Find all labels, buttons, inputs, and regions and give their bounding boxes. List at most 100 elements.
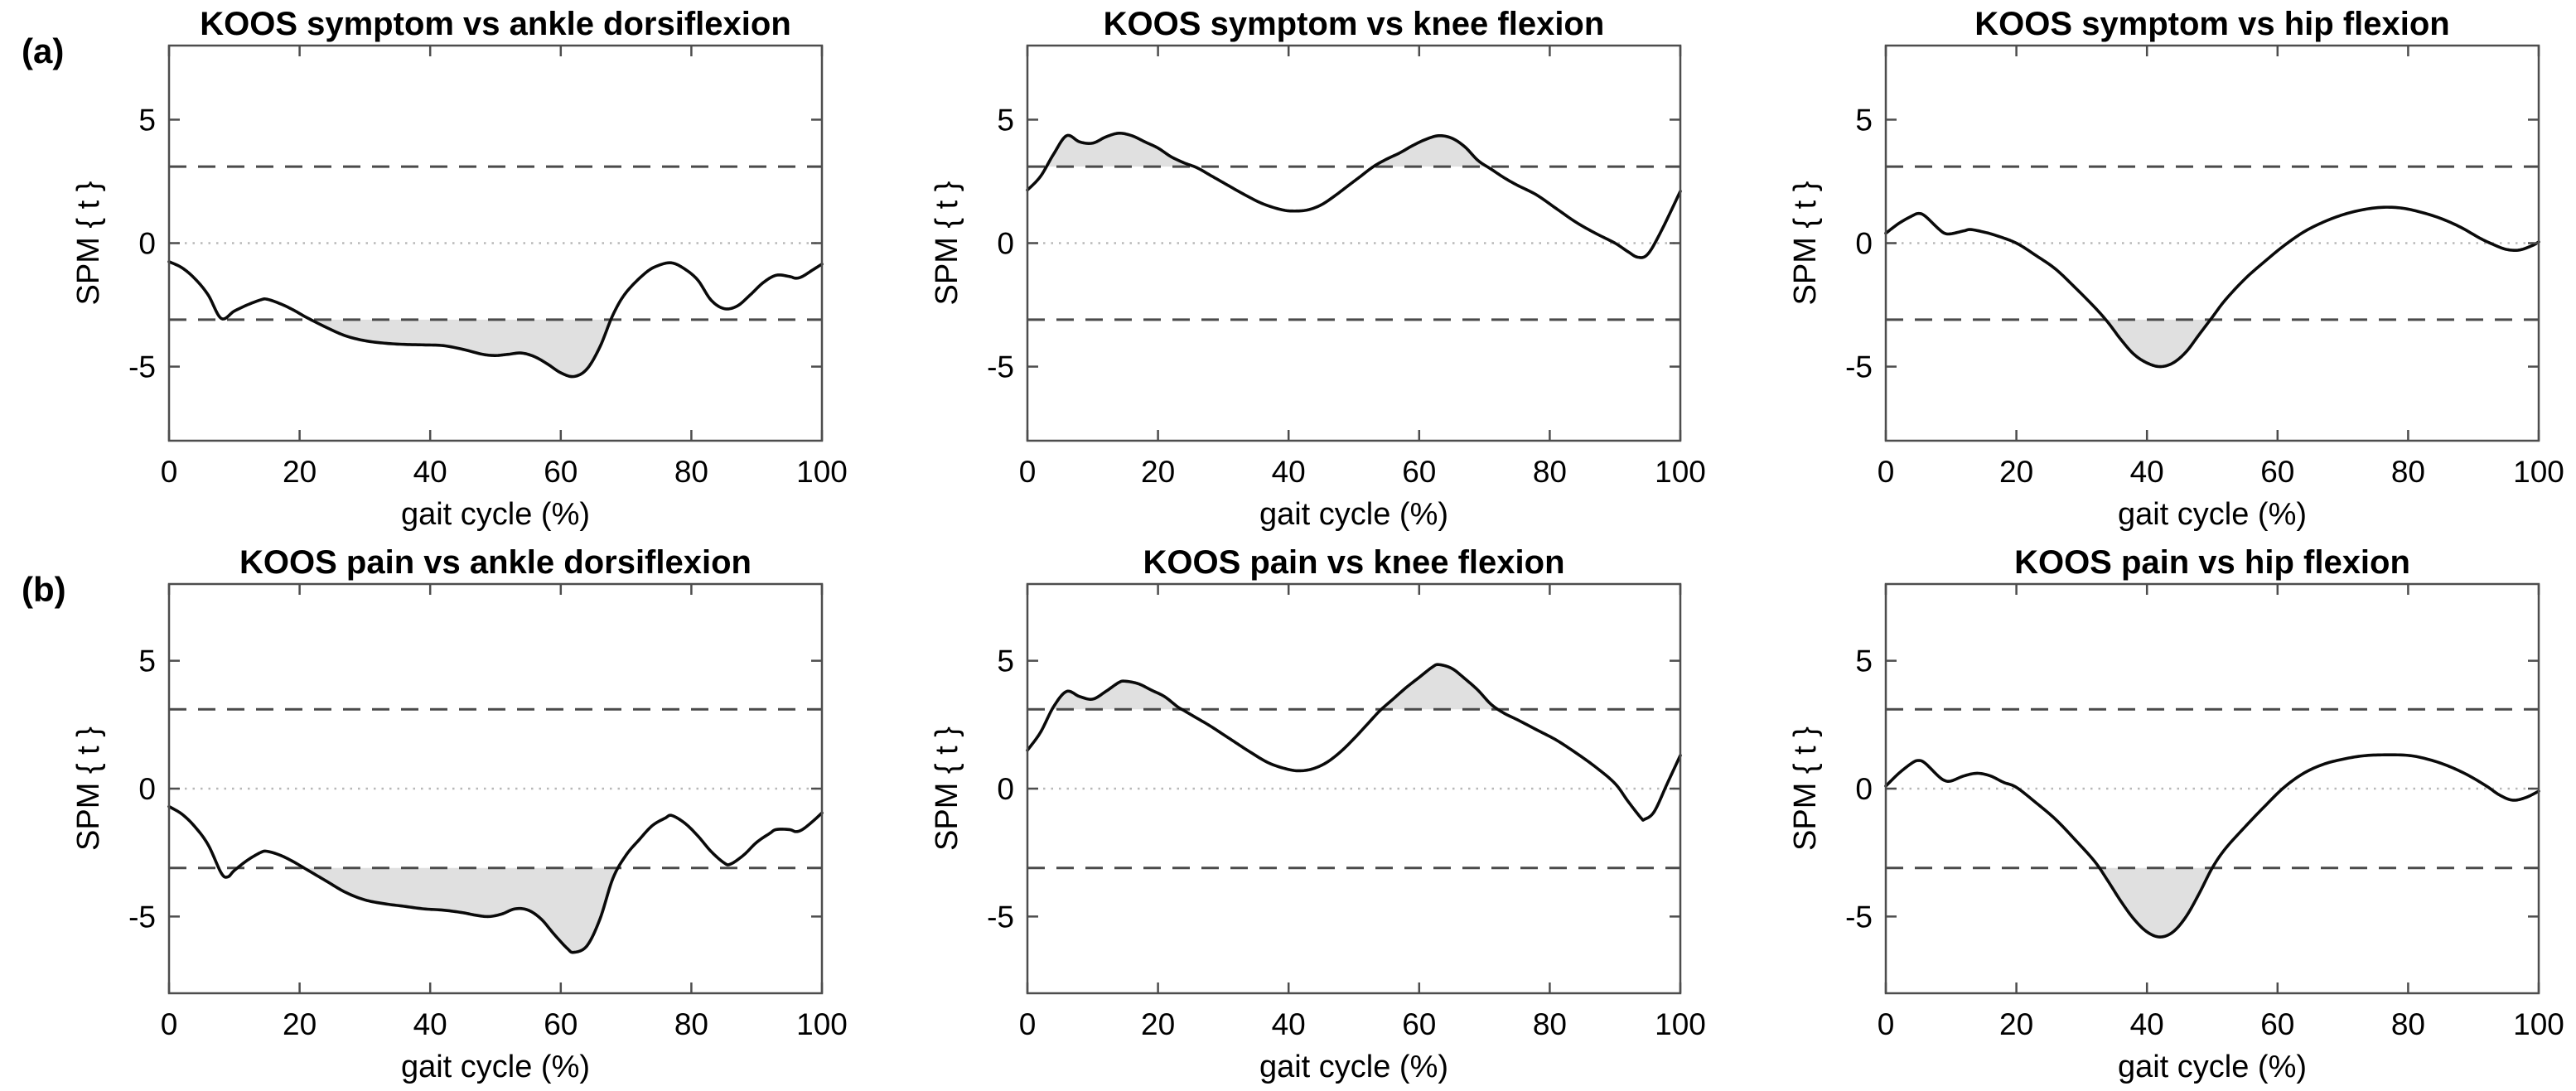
spm-plot: 0 20 40 60 80 100 5 0 -5 KOOS symptom vs hip flex… (1788, 6, 2564, 532)
axes-box (1884, 582, 2540, 995)
y-axis-label: SPM { t } (1788, 181, 1823, 306)
y-tick-label: 0 (997, 772, 1014, 806)
y-axis-label: SPM { t } (71, 727, 106, 851)
x-tick-label: 20 (1999, 1007, 2033, 1041)
y-tick-label: 5 (997, 644, 1014, 678)
x-tick-label: 20 (1141, 1007, 1175, 1041)
spm-plot: 0 20 40 60 80 100 5 0 -5 KOOS pain vs hip flexion… (1788, 544, 2564, 1084)
shaded-cluster-region (1046, 133, 1195, 167)
y-tick-label: 0 (1855, 227, 1873, 261)
y-tick-label: 5 (1855, 103, 1873, 137)
x-tick-label: 40 (2130, 1007, 2164, 1041)
y-tick-label: -5 (987, 900, 1014, 934)
row-label-b: (b) (22, 570, 66, 609)
plot-title: KOOS symptom vs ankle dorsiflexion (200, 6, 791, 42)
x-axis-label: gait cycle (%) (1259, 497, 1448, 532)
spm-t-curve (1026, 132, 1682, 259)
y-tick-label: -5 (1845, 350, 1873, 384)
y-tick-label: -5 (987, 350, 1014, 384)
axes-box (1026, 582, 1682, 995)
x-tick-label: 80 (2391, 1007, 2425, 1041)
axes-box (167, 582, 824, 995)
axes-box (1026, 44, 1682, 442)
spm-plot: 0 20 40 60 80 100 5 0 -5 KOOS pain vs ankle dorsi… (71, 544, 848, 1084)
spm-t-curve (1026, 663, 1682, 822)
spm-plot: 0 20 40 60 80 100 5 0 -5 KOOS symptom vs ankle do… (71, 6, 848, 532)
x-tick-label: 0 (161, 1007, 178, 1041)
spm-plot: 0 20 40 60 80 100 5 0 -5 KOOS pain vs knee flexio… (930, 544, 1706, 1084)
plot-title: KOOS pain vs ankle dorsiflexion (239, 544, 752, 581)
y-tick-label: -5 (128, 350, 156, 384)
x-axis-label: gait cycle (%) (2118, 1050, 2307, 1084)
shaded-cluster-region (1051, 681, 1183, 712)
x-tick-label: 40 (413, 455, 447, 489)
subplot-cell: 0 20 40 60 80 100 5 0 -5 KOOS symptom vs ankle do… (0, 0, 858, 538)
axes-box (167, 44, 824, 442)
shaded-cluster-region (2105, 319, 2210, 367)
spm-plot: 0 20 40 60 80 100 5 0 -5 KOOS symptom vs knee fle… (930, 6, 1706, 532)
x-axis-label: gait cycle (%) (401, 497, 590, 532)
figure-row-a: (a) 0 20 40 60 80 100 5 0 -5 KOOS symptom vs ankl… (0, 0, 2576, 538)
y-tick-label: 0 (1855, 772, 1873, 806)
x-tick-label: 60 (1402, 455, 1436, 489)
x-tick-label: 0 (161, 455, 178, 489)
y-tick-label: 5 (1855, 644, 1873, 678)
spm-t-curve (1884, 753, 2540, 939)
x-tick-label: 40 (2130, 455, 2164, 489)
subplot-cell: 0 20 40 60 80 100 5 0 -5 KOOS pain vs ankle dorsi… (0, 538, 858, 1091)
spm-t-curve (167, 804, 824, 954)
x-tick-label: 80 (1533, 1007, 1567, 1041)
x-tick-label: 100 (2513, 455, 2564, 489)
x-tick-label: 60 (1402, 1007, 1436, 1041)
y-tick-label: 0 (138, 227, 156, 261)
x-tick-label: 20 (283, 1007, 317, 1041)
plot-title: KOOS symptom vs hip flexion (1974, 6, 2449, 42)
shaded-cluster-region (304, 867, 616, 953)
subplot-cell: 0 20 40 60 80 100 5 0 -5 KOOS symptom vs hip flex… (1717, 0, 2575, 538)
subplot-cell: 0 20 40 60 80 100 5 0 -5 KOOS pain vs knee flexio… (858, 538, 1717, 1091)
x-tick-label: 80 (674, 1007, 708, 1041)
y-axis-label: SPM { t } (930, 727, 964, 851)
plot-title: KOOS pain vs knee flexion (1143, 544, 1564, 581)
x-axis-label: gait cycle (%) (1259, 1050, 1448, 1084)
x-tick-label: 20 (1999, 455, 2033, 489)
x-tick-label: 100 (1655, 1007, 1706, 1041)
x-tick-label: 80 (674, 455, 708, 489)
x-tick-label: 40 (1272, 455, 1306, 489)
shaded-cluster-region (1379, 664, 1501, 712)
y-axis-label: SPM { t } (930, 181, 964, 306)
x-axis-label: gait cycle (%) (2118, 497, 2307, 532)
x-tick-label: 100 (2513, 1007, 2564, 1041)
subplot-cell: 0 20 40 60 80 100 5 0 -5 KOOS symptom vs knee fle… (858, 0, 1717, 538)
x-tick-label: 40 (413, 1007, 447, 1041)
x-tick-label: 0 (1019, 1007, 1037, 1041)
x-tick-label: 100 (796, 455, 848, 489)
x-tick-label: 60 (2260, 455, 2294, 489)
row-label-a: (a) (22, 31, 65, 70)
x-tick-label: 100 (796, 1007, 848, 1041)
spm-t-curve (167, 260, 824, 379)
row-a-cells: 0 20 40 60 80 100 5 0 -5 KOOS symptom vs ankle do… (0, 0, 2575, 538)
x-tick-label: 60 (544, 1007, 578, 1041)
x-tick-label: 80 (1533, 455, 1567, 489)
x-axis-label: gait cycle (%) (401, 1050, 590, 1084)
x-tick-label: 0 (1878, 455, 1895, 489)
figure-row-b: (b) 0 20 40 60 80 100 5 0 -5 KOOS pain vs ankle d… (0, 538, 2576, 1091)
x-tick-label: 20 (1141, 455, 1175, 489)
subplot-cell: 0 20 40 60 80 100 5 0 -5 KOOS pain vs hip flexion… (1717, 538, 2575, 1091)
plot-title: KOOS symptom vs knee flexion (1104, 6, 1605, 42)
y-tick-label: 5 (138, 644, 156, 678)
y-axis-label: SPM { t } (71, 181, 106, 306)
x-tick-label: 0 (1019, 455, 1037, 489)
y-tick-label: 5 (138, 103, 156, 137)
x-tick-label: 40 (1272, 1007, 1306, 1041)
x-tick-label: 100 (1655, 455, 1706, 489)
y-tick-label: -5 (1845, 900, 1873, 934)
x-tick-label: 0 (1878, 1007, 1895, 1041)
y-tick-label: -5 (128, 900, 156, 934)
plot-title: KOOS pain vs hip flexion (2014, 544, 2410, 581)
y-tick-label: 0 (138, 772, 156, 806)
shaded-cluster-region (2102, 866, 2214, 938)
x-tick-label: 20 (283, 455, 317, 489)
